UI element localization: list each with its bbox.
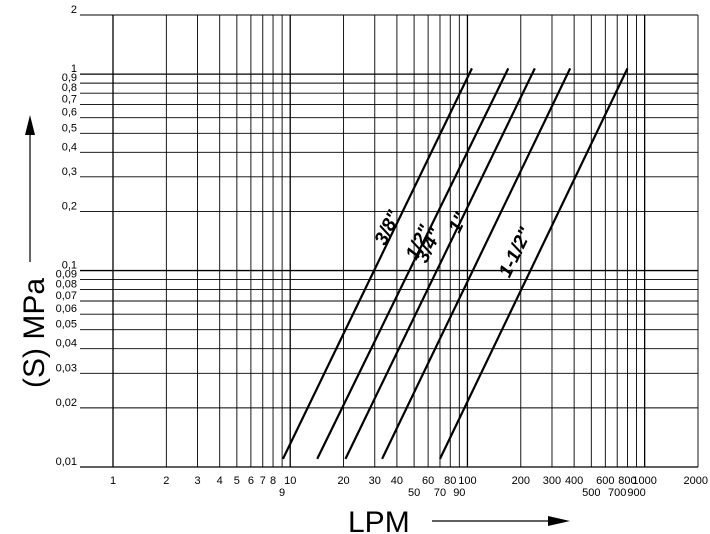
x-tick-label: 30 [369, 475, 381, 487]
x-tick-label: 600 [596, 475, 614, 487]
y-tick-labels: 0,01 0,02 0,03 0,04 0,05 0,060,070,080,090,1 0… [56, 4, 77, 468]
x-tick-label: 700 [608, 487, 626, 499]
x-tick-label: 70 [434, 487, 446, 499]
y-tick-label: 0,08 [56, 279, 77, 291]
y-tick-label: 0,2 [62, 200, 77, 212]
y-tick-label: 0,06 [56, 303, 77, 315]
x-tick-label: 500 [582, 487, 600, 499]
y-tick-label: 0,5 [62, 122, 77, 134]
x-tick-label: 6 [248, 475, 254, 487]
x-axis-title: LPM [348, 506, 410, 534]
x-tick-label: 80 [444, 475, 456, 487]
x-tick-label: 300 [543, 475, 561, 487]
x-tick-label: 1000 [632, 475, 656, 487]
y-tick-label: 0,01 [56, 456, 77, 468]
x-tick-label: 40 [391, 475, 403, 487]
y-tick-label: 0,05 [56, 319, 77, 331]
x-tick-label: 900 [627, 487, 645, 499]
y-tick-label: 0,09 [56, 269, 77, 281]
x-tick-label: 50 [408, 487, 420, 499]
y-tick-label: 2 [71, 4, 77, 16]
series-lines [281, 67, 629, 460]
y-tick-label: 0,3 [62, 166, 77, 178]
x-tick-label: 20 [337, 475, 349, 487]
series-line [438, 67, 629, 460]
y-tick-label: 0,6 [62, 107, 77, 119]
y-tick-label: 0,9 [62, 72, 77, 84]
x-tick-label: 5 [234, 475, 240, 487]
y-tick-label: 0,8 [62, 82, 77, 94]
y-tick-label: 0,7 [62, 94, 77, 106]
x-tick-label: 800 [618, 475, 636, 487]
x-tick-label: 8 [270, 475, 276, 487]
x-tick-label: 9 [279, 487, 285, 499]
series-line [344, 67, 536, 460]
x-tick-label: 100 [458, 475, 476, 487]
x-tick-label: 1 [110, 475, 116, 487]
x-tick-label: 3 [194, 475, 200, 487]
y-tick-label: 0,04 [56, 338, 77, 350]
y-axis-title: (S) MPa [18, 278, 51, 388]
x-tick-label: 200 [512, 475, 530, 487]
x-tick-label: 2000 [684, 475, 708, 487]
series-line [316, 67, 510, 460]
x-tick-label: 4 [217, 475, 223, 487]
series-line [281, 67, 473, 460]
series-label: 1" [445, 209, 473, 237]
x-tick-label: 90 [453, 487, 465, 499]
x-tick-label: 7 [260, 475, 266, 487]
series-line [381, 67, 572, 460]
series-label: 3/8" [371, 207, 406, 249]
y-tick-label: 0,03 [56, 362, 77, 374]
x-tick-label: 10 [284, 475, 296, 487]
x-axis-arrow [432, 516, 570, 526]
y-tick-label: 0,1 [62, 260, 77, 272]
y-axis-arrow [25, 115, 35, 262]
x-tick-label: 2 [163, 475, 169, 487]
y-tick-label: 0,4 [62, 141, 77, 153]
y-tick-label: 1 [71, 63, 77, 75]
series-labels: 3/8"1/2"3/4"1"1-1/2" [371, 207, 537, 281]
x-tick-label: 60 [422, 475, 434, 487]
y-tick-label: 0,02 [56, 397, 77, 409]
x-tick-label: 400 [565, 475, 583, 487]
y-tick-label: 0,07 [56, 290, 77, 302]
